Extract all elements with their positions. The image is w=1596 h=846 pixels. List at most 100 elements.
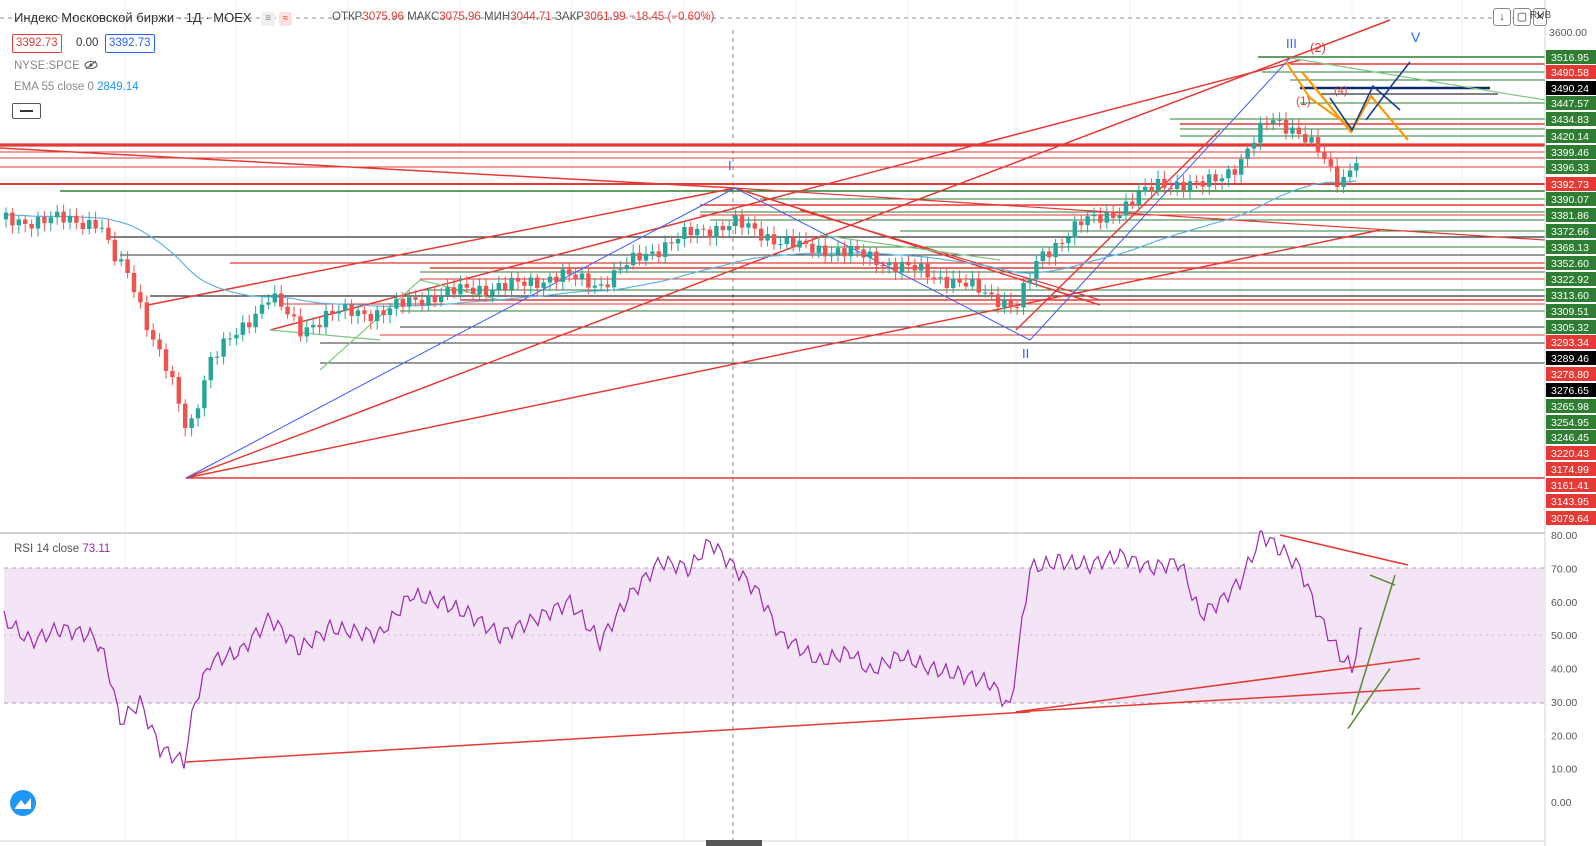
wave-label-5: V: [1411, 29, 1421, 45]
candle-body: [637, 252, 642, 261]
candle-body: [259, 304, 265, 314]
candle-body: [579, 273, 585, 280]
wave-label-1: I: [728, 158, 732, 173]
candle-body: [618, 269, 623, 271]
rsi-axis[interactable]: 80.00 70.00 60.00 50.00 40.00 30.00 20.00 10.00…: [1551, 530, 1577, 809]
projection-blue[interactable]: [1329, 84, 1401, 132]
candle-body: [1143, 186, 1148, 192]
candle-body: [240, 322, 245, 335]
price-label-bg: [1546, 192, 1596, 206]
candle-body: [957, 278, 962, 283]
change-value: −18.45 (−0.60%): [628, 11, 715, 23]
restore-icon[interactable]: ▢: [1513, 8, 1531, 26]
compare-symbol-text[interactable]: NYSE:SPCE: [14, 60, 80, 72]
price-label-bg: [1546, 81, 1596, 95]
symbol-title-text[interactable]: Индекс Московской биржи · 1Д · MOEX: [14, 10, 252, 25]
candle-body: [1155, 178, 1161, 192]
candle-body: [695, 228, 700, 236]
high-value: 3075.96: [439, 11, 481, 23]
candle-body: [195, 408, 201, 419]
price-label: 3293.34: [1551, 337, 1589, 349]
candle-body: [1066, 237, 1071, 244]
candle-body: [458, 284, 463, 295]
ema-label[interactable]: EMA 55 close 0: [14, 81, 94, 93]
candle-body: [1162, 178, 1167, 188]
candle-body: [803, 240, 809, 244]
ema-line: [5, 180, 1357, 308]
price-label: 3322.92: [1551, 274, 1589, 286]
open-value: 3075.96: [362, 11, 404, 23]
candle-body: [311, 324, 316, 328]
horizontal-levels[interactable]: [0, 56, 1545, 479]
symbol-title[interactable]: Индекс Московской биржи · 1Д · MOEX ≡ ≈: [14, 10, 293, 26]
rsi-trend-lines[interactable]: [185, 534, 1421, 763]
candle-body: [375, 310, 380, 322]
price-label-bg: [1546, 462, 1596, 476]
spread-value: 0.00: [76, 37, 99, 49]
candle-body: [797, 240, 802, 248]
candle-body: [1181, 181, 1186, 191]
sell-button[interactable]: 3392.73: [12, 34, 62, 53]
ema-legend[interactable]: EMA 55 close 0 2849.14: [14, 81, 139, 93]
candle-body: [368, 313, 373, 322]
candle-body: [362, 310, 367, 314]
rsi-label[interactable]: RSI 14 close: [14, 543, 80, 555]
rsi-axis-label: 50.00: [1551, 630, 1577, 642]
collapse-legend-button[interactable]: [12, 103, 41, 119]
candle-body: [733, 215, 738, 227]
price-label: 3161.41: [1551, 480, 1589, 492]
candle-body: [439, 295, 444, 303]
candle-body: [522, 281, 527, 286]
candle-body: [55, 211, 60, 218]
eye-hidden-icon[interactable]: [84, 60, 98, 70]
rsi-value: 73.11: [82, 543, 111, 555]
candle-body: [432, 295, 437, 303]
projection-orange[interactable]: [1301, 71, 1409, 141]
close-icon[interactable]: ✕: [1533, 8, 1547, 26]
wave-icon[interactable]: ≈: [278, 11, 293, 26]
equals-icon[interactable]: ≡: [261, 11, 276, 26]
buy-button[interactable]: 3392.73: [105, 34, 155, 53]
currency-label[interactable]: RUB: [1530, 10, 1552, 21]
candle-body: [650, 251, 655, 254]
candle-body: [227, 338, 233, 340]
candle-body: [599, 284, 604, 286]
candle-body: [951, 278, 956, 289]
price-label-bg: [1546, 65, 1596, 79]
candle-body: [183, 403, 188, 429]
projection-orange-2[interactable]: [1285, 61, 1353, 129]
candle-body: [1239, 159, 1244, 175]
tradingview-logo-icon[interactable]: [10, 790, 36, 816]
candle-body: [394, 298, 399, 309]
low-label: МИН: [484, 11, 511, 23]
price-label-bg: [1546, 494, 1596, 508]
rsi-legend[interactable]: RSI 14 close 73.11: [14, 543, 110, 555]
price-label-bg: [1546, 335, 1596, 349]
price-label-bg: [1546, 160, 1596, 174]
price-label: 3392.73: [1551, 179, 1589, 191]
candle-body: [1123, 201, 1129, 216]
candle-body: [131, 272, 137, 293]
candle-body: [701, 228, 706, 230]
candle-body: [74, 215, 79, 223]
candle-body: [560, 269, 565, 282]
candle-body: [503, 283, 508, 290]
candle-body: [983, 292, 988, 294]
candle-body: [10, 212, 15, 226]
candle-body: [1047, 251, 1052, 258]
candle-body: [995, 294, 1001, 308]
candle-body: [157, 339, 162, 350]
candle-body: [1207, 174, 1212, 187]
compare-symbol[interactable]: NYSE:SPCE: [14, 60, 80, 72]
price-label-bg: [1546, 50, 1596, 64]
price-axis[interactable]: 3600.00 3516.95 3490.58 3490.24 3447.57 3434.…: [1546, 27, 1596, 525]
projection-blue-2[interactable]: [1365, 61, 1411, 121]
price-label: 3276.65: [1551, 385, 1589, 397]
candle-body: [1040, 251, 1045, 262]
candle-body: [144, 302, 149, 331]
candle-body: [381, 310, 386, 316]
arrow-down-icon[interactable]: ↓: [1493, 8, 1511, 26]
candle-body: [1232, 169, 1237, 175]
candle-body: [714, 225, 719, 238]
